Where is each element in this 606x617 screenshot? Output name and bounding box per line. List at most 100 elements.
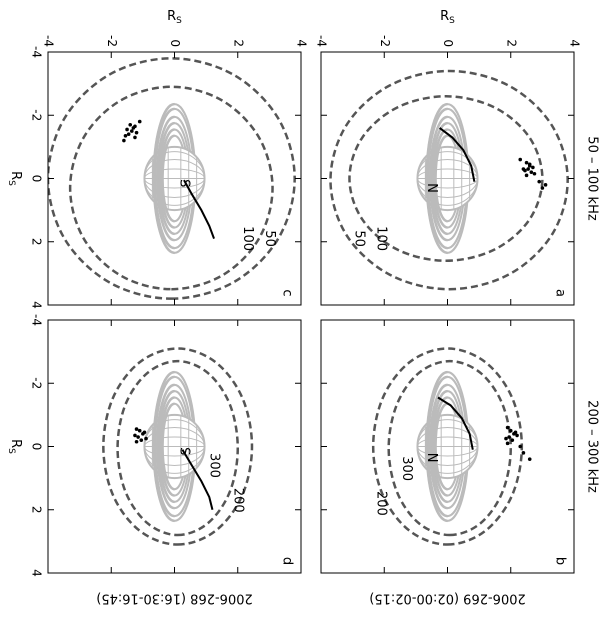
source-point xyxy=(134,427,139,431)
y-axis-label-sub: S xyxy=(449,16,455,26)
source-point xyxy=(133,124,137,129)
pole-label: S xyxy=(176,179,191,187)
ring-front xyxy=(155,383,175,510)
contour-label: 200 xyxy=(374,491,389,516)
ring-front xyxy=(428,383,448,510)
ring-front xyxy=(432,396,448,497)
source-point xyxy=(527,457,532,461)
source-point xyxy=(510,438,515,442)
x-axis-label: RS xyxy=(7,439,24,454)
y-axis-label-sub: S xyxy=(176,16,182,26)
x-tick-label: 4 xyxy=(30,569,44,577)
contour-label: 300 xyxy=(399,456,414,481)
ring-front xyxy=(425,102,448,255)
column-title: 200 – 300 kHz xyxy=(585,400,600,493)
panel-label: d xyxy=(280,557,295,565)
source-point xyxy=(136,435,140,439)
source-point xyxy=(540,186,545,190)
source-point xyxy=(505,425,510,430)
row-title: 2006-269 (02:00-02:15) xyxy=(369,591,525,606)
ring-front xyxy=(430,389,448,504)
x-tick-label: 2 xyxy=(30,506,44,514)
pole-label: N xyxy=(424,183,439,193)
source-point xyxy=(126,132,131,137)
ring-front xyxy=(425,370,448,523)
y-tick-label: 2 xyxy=(231,39,245,47)
source-point xyxy=(524,173,529,178)
source-point xyxy=(122,138,126,143)
pole-label: S xyxy=(176,447,191,455)
contour xyxy=(116,359,240,537)
y-tick-label: 0 xyxy=(168,39,182,47)
source-point xyxy=(524,160,529,165)
ring-front xyxy=(426,107,448,250)
panel: 200 300 Nb xyxy=(320,319,575,574)
contour xyxy=(348,95,544,262)
contour-label: 50 xyxy=(351,230,366,247)
y-tick-label: 0 xyxy=(441,39,455,47)
x-axis-label: RS xyxy=(7,171,24,186)
contour xyxy=(48,57,296,300)
source-point xyxy=(133,135,137,140)
ring-front xyxy=(153,107,175,250)
x-tick-label: 2 xyxy=(30,238,44,246)
y-tick-label: -2 xyxy=(105,35,119,47)
pole-label: N xyxy=(424,453,439,463)
ring-front xyxy=(155,115,175,242)
source-point xyxy=(137,428,142,433)
panel-label: c xyxy=(280,289,295,296)
x-tick-label: -2 xyxy=(30,377,44,389)
source-point xyxy=(507,435,511,439)
x-axis-label-main: R xyxy=(9,439,24,448)
ring-front xyxy=(428,115,448,242)
y-tick-label: -4 xyxy=(315,35,329,47)
source-point xyxy=(130,129,134,133)
x-axis-label-main: R xyxy=(9,171,24,180)
panel: 50 100 Na -4 -2 0 2 4 RS xyxy=(315,9,582,306)
ring-front xyxy=(434,402,448,491)
source-point xyxy=(504,436,508,441)
y-tick-label: -4 xyxy=(42,35,56,47)
field-line xyxy=(183,179,215,239)
source-point xyxy=(128,122,133,127)
panel-label: a xyxy=(553,289,568,297)
ring-front xyxy=(161,402,175,491)
source-point xyxy=(144,436,148,441)
ring-front xyxy=(157,389,175,504)
x-axis-label-sub: S xyxy=(7,180,17,186)
y-tick-label: 2 xyxy=(504,39,518,47)
panel-plot xyxy=(329,69,569,291)
ring-front xyxy=(153,375,175,518)
contour-label: 50 xyxy=(262,230,277,247)
x-tick-label: 4 xyxy=(30,301,44,309)
contour xyxy=(68,85,274,291)
x-tick-label: 0 xyxy=(30,175,44,183)
ring-front xyxy=(426,375,448,518)
source-point xyxy=(515,433,519,438)
source-point xyxy=(527,162,532,167)
y-axis-label-main: R xyxy=(440,9,449,24)
source-point xyxy=(505,441,510,446)
source-point xyxy=(125,127,129,132)
y-tick-label: 4 xyxy=(568,39,582,47)
ring-front xyxy=(159,128,175,229)
source-point xyxy=(518,444,523,449)
contour xyxy=(102,347,254,546)
y-tick-label: -2 xyxy=(378,35,392,47)
row-title: 2006-268 (16:30-16:45) xyxy=(96,591,252,606)
field-line xyxy=(181,449,214,510)
panel-label: b xyxy=(553,557,568,565)
source-point xyxy=(521,167,526,171)
source-point xyxy=(521,451,526,455)
ring-front xyxy=(152,370,175,523)
y-axis-label: RS xyxy=(167,9,182,26)
x-tick-label: -4 xyxy=(30,46,44,58)
source-point xyxy=(139,438,144,442)
contour-label: 100 xyxy=(374,226,389,251)
source-point xyxy=(134,130,139,135)
x-tick-label: -4 xyxy=(30,314,44,326)
meridian xyxy=(416,151,479,206)
source-point xyxy=(537,179,542,184)
